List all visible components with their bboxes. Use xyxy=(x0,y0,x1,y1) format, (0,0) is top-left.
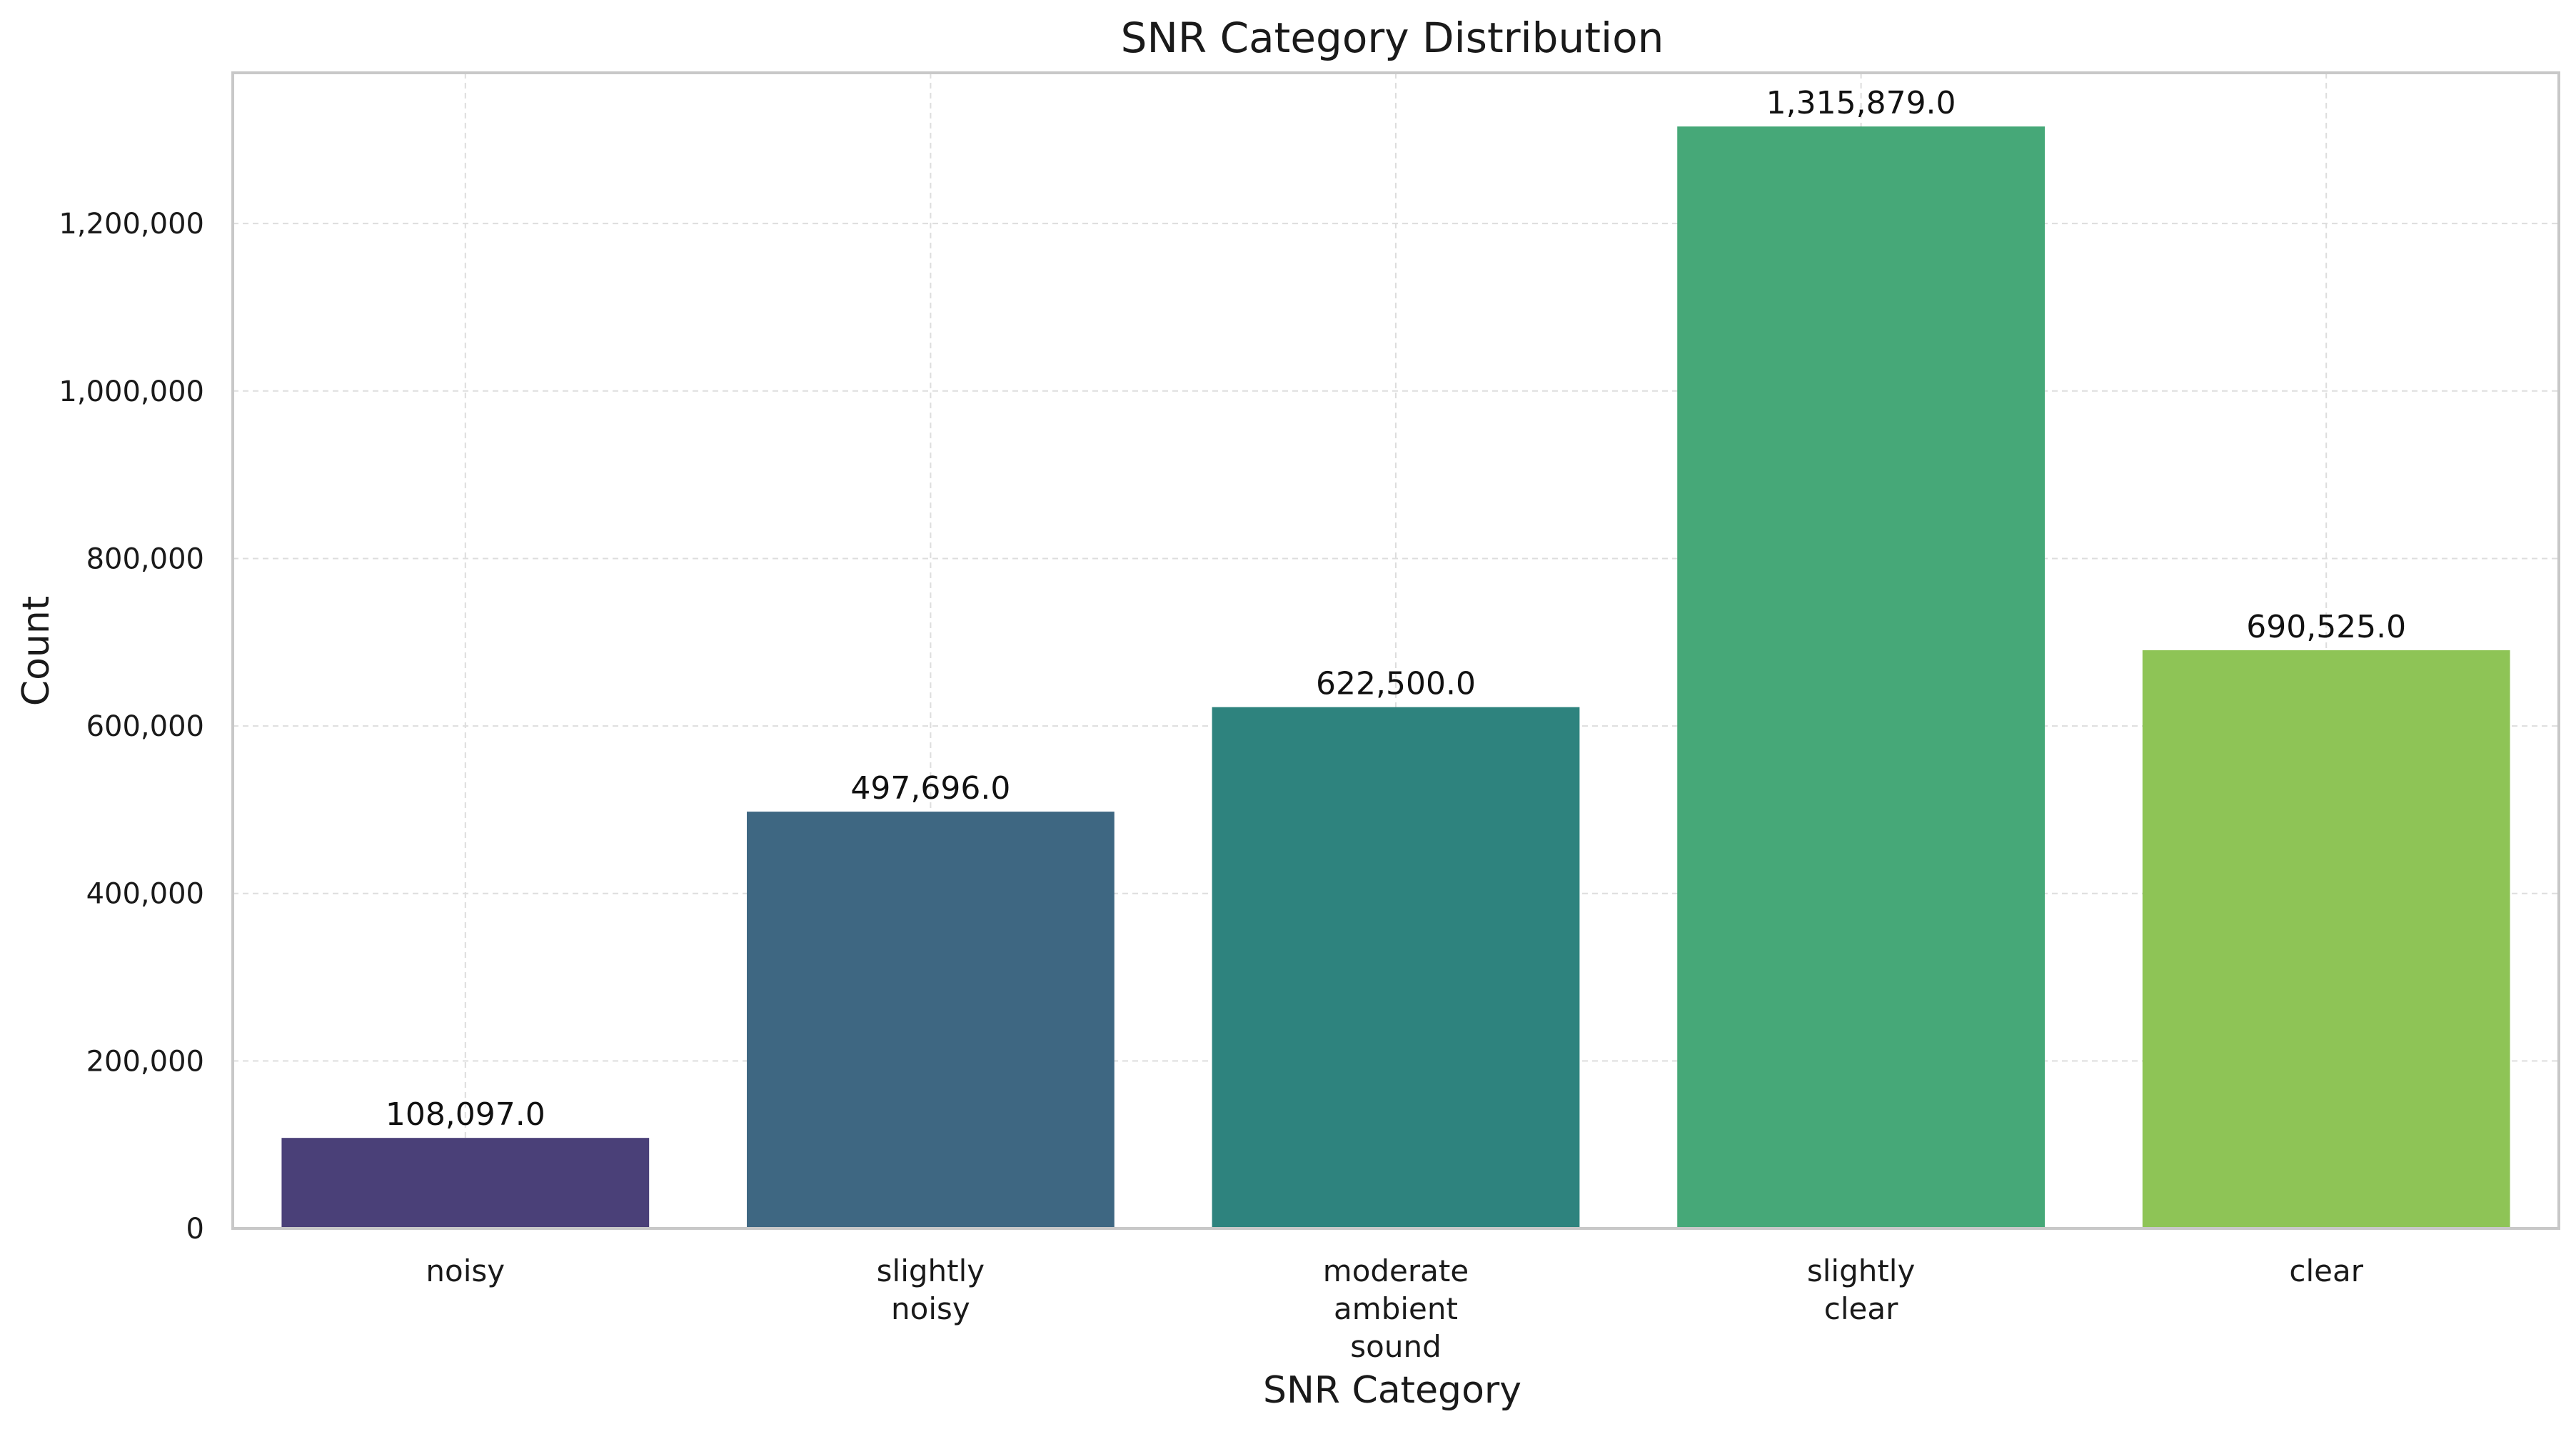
bar-value-label: 1,315,879.0 xyxy=(1766,85,1956,121)
x-axis-label: SNR Category xyxy=(1263,1369,1521,1412)
bar xyxy=(281,1138,650,1228)
x-tick-label: slightly clear xyxy=(1807,1253,1916,1326)
x-tick-label-line: ambient xyxy=(1334,1291,1458,1326)
bar-value-label: 497,696.0 xyxy=(850,770,1010,807)
y-axis-ticks: 0 200,000 400,000 600,000 800,000 1,000,000 1,… xyxy=(59,208,204,1246)
y-tick-label: 600,000 xyxy=(86,710,204,743)
y-tick-label: 200,000 xyxy=(86,1045,204,1078)
x-tick-label: moderate ambient sound xyxy=(1323,1253,1469,1364)
y-axis-label: Count xyxy=(15,596,58,706)
bar xyxy=(1212,707,1580,1228)
x-tick-label: clear xyxy=(2289,1253,2363,1288)
x-tick-label-line: noisy xyxy=(426,1253,505,1288)
x-tick-label-line: sound xyxy=(1350,1329,1441,1364)
x-tick-label-line: noisy xyxy=(891,1291,970,1326)
x-tick-label: slightly noisy xyxy=(877,1253,985,1326)
bar-value-label: 108,097.0 xyxy=(386,1096,545,1133)
bar xyxy=(2142,650,2510,1228)
x-tick-label-line: clear xyxy=(2289,1253,2363,1288)
y-tick-label: 1,200,000 xyxy=(59,208,204,241)
bar xyxy=(747,812,1115,1228)
chart-title: SNR Category Distribution xyxy=(1121,14,1664,62)
y-tick-label: 800,000 xyxy=(86,542,204,575)
x-tick-label: noisy xyxy=(426,1253,505,1288)
x-tick-label-line: slightly xyxy=(877,1253,985,1288)
bar xyxy=(1677,126,2045,1228)
y-tick-label: 0 xyxy=(186,1213,204,1246)
bar-value-label: 622,500.0 xyxy=(1316,666,1476,702)
bar-value-label: 690,525.0 xyxy=(2246,609,2406,645)
y-tick-label: 400,000 xyxy=(86,878,204,911)
x-tick-label-line: moderate xyxy=(1323,1253,1469,1288)
bars xyxy=(281,126,2510,1228)
y-tick-label: 1,000,000 xyxy=(59,375,204,408)
data-labels: 108,097.0 497,696.0 622,500.0 1,315,879.0 69… xyxy=(386,85,2406,1133)
x-tick-label-line: clear xyxy=(1824,1291,1898,1326)
plot-frame xyxy=(231,71,2560,1230)
x-tick-label-line: slightly xyxy=(1807,1253,1916,1288)
